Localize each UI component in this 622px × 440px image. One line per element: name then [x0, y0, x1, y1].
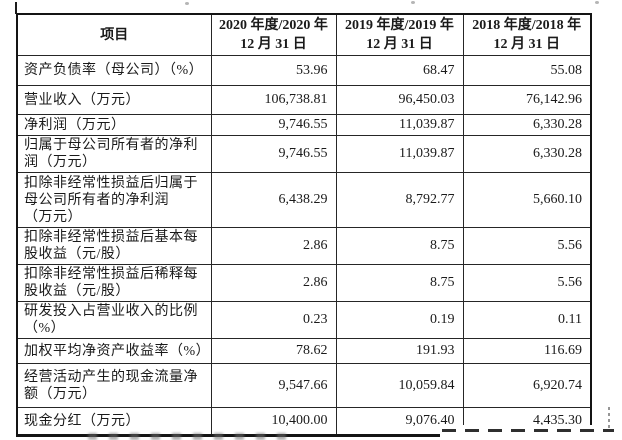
table-body: 资产负债率（母公司）（%） 53.96 68.47 55.08 营业收入（万元） 106,… — [16, 55, 592, 437]
row-value: 11,039.87 — [335, 114, 464, 136]
row-label: 资产负债率（母公司）（%） — [16, 55, 212, 86]
row-label: 扣除非经常性损益后稀释每 股收益（元/股） — [16, 264, 212, 302]
column-header-2019: 2019 年度/2019 年 12 月 31 日 — [335, 13, 464, 56]
row-value: 5,660.10 — [462, 172, 592, 228]
row-value: 9,746.55 — [210, 114, 337, 136]
row-label: 扣除非经常性损益后归属于 母公司所有者的净利润 （万元） — [16, 172, 212, 228]
row-value: 9,547.66 — [210, 363, 337, 408]
row-value: 6,330.28 — [462, 135, 592, 173]
row-value: 10,059.84 — [335, 363, 464, 408]
row-value: 68.47 — [335, 55, 464, 86]
row-value: 0.11 — [462, 301, 592, 339]
row-value: 76,142.96 — [462, 85, 592, 115]
row-label: 归属于母公司所有者的净利 润（万元） — [16, 135, 212, 173]
row-value: 5.56 — [462, 264, 592, 302]
row-label: 经营活动产生的现金流量净 额（万元） — [16, 363, 212, 408]
row-value: 78.62 — [210, 338, 337, 364]
row-value: 53.96 — [210, 55, 337, 86]
table-row: 加权平均净资产收益率（%） 78.62 191.93 116.69 — [16, 338, 592, 364]
row-value: 6,920.74 — [462, 363, 592, 408]
row-value: 8.75 — [335, 264, 464, 302]
scan-speck — [411, 1, 415, 4]
row-value: 5.56 — [462, 227, 592, 265]
row-label: 现金分红（万元） — [16, 407, 212, 437]
table-row: 归属于母公司所有者的净利 润（万元） 9,746.55 11,039.87 6,330… — [16, 135, 592, 173]
row-value: 8,792.77 — [335, 172, 464, 228]
row-value: 55.08 — [462, 55, 592, 86]
table-row: 扣除非经常性损益后稀释每 股收益（元/股） 2.86 8.75 5.56 — [16, 264, 592, 302]
row-label: 净利润（万元） — [16, 114, 212, 136]
row-value: 96,450.03 — [335, 85, 464, 115]
row-label: 营业收入（万元） — [16, 85, 212, 115]
row-value: 2.86 — [210, 227, 337, 265]
row-label: 加权平均净资产收益率（%） — [16, 338, 212, 364]
row-label: 扣除非经常性损益后基本每 股收益（元/股） — [16, 227, 212, 265]
scan-artifact-left-stub — [15, 2, 17, 14]
row-value: 0.19 — [335, 301, 464, 339]
column-header-item: 项目 — [16, 13, 212, 56]
row-value: 116.69 — [462, 338, 592, 364]
row-value: 6,438.29 — [210, 172, 337, 228]
row-value: 2.86 — [210, 264, 337, 302]
table-row: 净利润（万元） 9,746.55 11,039.87 6,330.28 — [16, 114, 592, 136]
dashed-border-remnant — [442, 429, 614, 432]
row-value: 10,400.00 — [210, 407, 337, 437]
row-label: 研发投入占营业收入的比例 （%） — [16, 301, 212, 339]
header-row: 项目 2020 年度/2020 年 12 月 31 日 2019 年度/2019… — [16, 13, 592, 56]
column-header-2020: 2020 年度/2020 年 12 月 31 日 — [210, 13, 337, 56]
table-row: 营业收入（万元） 106,738.81 96,450.03 76,142.96 — [16, 85, 592, 115]
row-value: 191.93 — [335, 338, 464, 364]
row-value: 9,746.55 — [210, 135, 337, 173]
watermark-overlay — [440, 425, 620, 438]
column-header-2018: 2018 年度/2018 年 12 月 31 日 — [462, 13, 592, 56]
row-value: 8.75 — [335, 227, 464, 265]
table-row: 研发投入占营业收入的比例 （%） 0.23 0.19 0.11 — [16, 301, 592, 339]
bottom-cutoff-blurred-text — [88, 433, 293, 440]
table-row: 现金分红（万元） 10,400.00 9,076.40 4,435.30 — [16, 407, 592, 437]
table-row: 资产负债率（母公司）（%） 53.96 68.47 55.08 — [16, 55, 592, 86]
table-row: 扣除非经常性损益后基本每 股收益（元/股） 2.86 8.75 5.56 — [16, 227, 592, 265]
table-row: 扣除非经常性损益后归属于 母公司所有者的净利润 （万元） 6,438.29 8,79… — [16, 172, 592, 228]
financial-table: 项目 2020 年度/2020 年 12 月 31 日 2019 年度/2019… — [16, 13, 592, 437]
row-value: 11,039.87 — [335, 135, 464, 173]
table-row: 经营活动产生的现金流量净 额（万元） 9,547.66 10,059.84 6,920… — [16, 363, 592, 408]
scan-speck — [595, 1, 599, 4]
dotted-border-remnant — [608, 407, 610, 431]
row-value: 6,330.28 — [462, 114, 592, 136]
scan-speck — [185, 2, 189, 5]
row-value: 106,738.81 — [210, 85, 337, 115]
row-value: 0.23 — [210, 301, 337, 339]
